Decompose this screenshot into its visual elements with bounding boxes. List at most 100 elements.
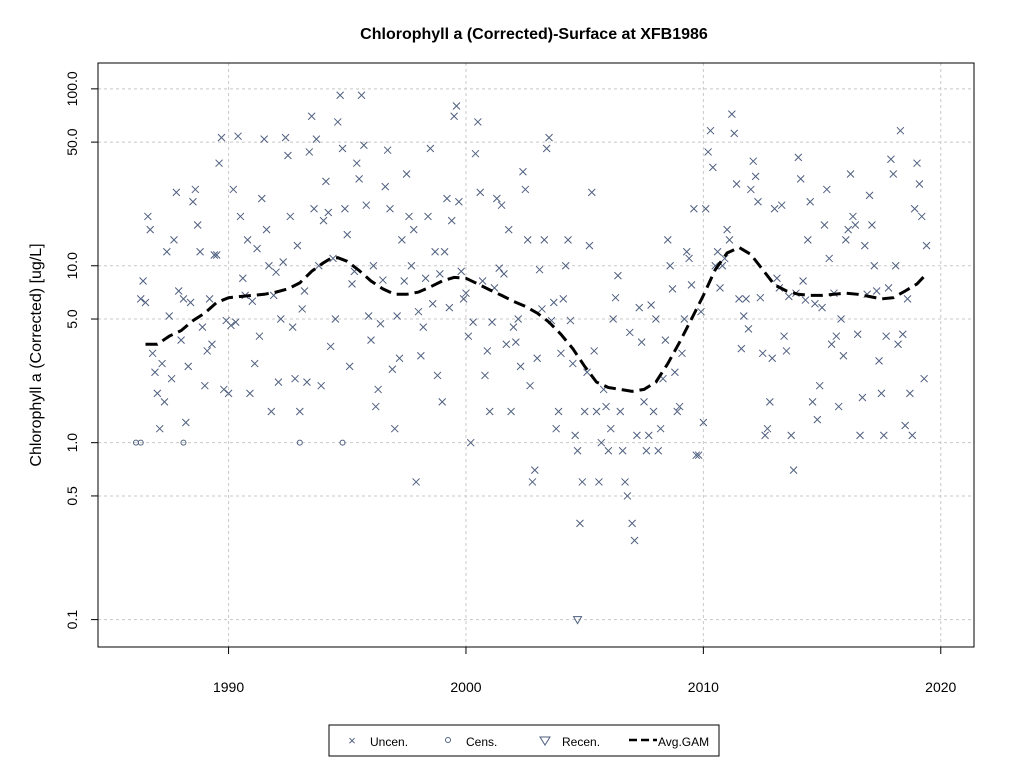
data-point-uncen — [606, 424, 615, 433]
x-tick-label: 2020 — [925, 679, 956, 695]
data-point-uncen — [227, 321, 235, 330]
data-point-uncen — [853, 330, 862, 339]
data-point-uncen — [160, 398, 169, 406]
data-point-uncen — [737, 344, 746, 353]
data-point-uncen — [763, 424, 772, 433]
data-point-uncen — [528, 478, 537, 486]
data-point-uncen — [224, 389, 233, 398]
data-point-uncen — [879, 431, 888, 440]
data-point-uncen — [274, 378, 283, 386]
data-point-uncen — [139, 277, 147, 285]
data-point-uncen — [419, 323, 428, 331]
data-point-uncen — [464, 332, 473, 341]
data-point-uncen — [803, 236, 812, 244]
data-point-uncen — [179, 295, 188, 303]
data-point-uncen — [530, 466, 539, 474]
data-point-uncen — [597, 438, 606, 447]
data-point-uncen — [466, 438, 475, 447]
data-point-uncen — [426, 144, 435, 153]
data-point-uncen — [906, 389, 914, 398]
data-point-uncen — [136, 295, 145, 303]
data-point-uncen — [189, 197, 197, 206]
data-point-uncen — [583, 368, 591, 377]
data-point-uncen — [540, 236, 549, 244]
data-point-cens — [296, 439, 303, 446]
data-point-uncen — [352, 159, 361, 168]
data-point-uncen — [635, 303, 644, 312]
data-point-uncen — [208, 340, 216, 349]
data-point-uncen — [754, 197, 762, 206]
data-point-uncen — [443, 194, 451, 203]
data-point-uncen — [409, 225, 418, 234]
data-point-uncen — [654, 446, 663, 455]
data-point-uncen — [590, 347, 599, 355]
data-point-uncen — [849, 212, 857, 221]
data-point-uncen — [381, 182, 390, 191]
data-point-uncen — [511, 338, 520, 347]
data-point-uncen — [295, 407, 304, 416]
data-point-uncen — [592, 407, 601, 416]
data-point-uncen — [621, 478, 629, 486]
data-point-uncen — [431, 247, 439, 256]
data-point-recen — [572, 616, 583, 625]
data-point-uncen — [144, 212, 152, 221]
data-point-uncen — [578, 478, 587, 486]
data-point-uncen — [151, 368, 159, 377]
data-point-uncen — [678, 349, 686, 358]
data-point-uncen — [656, 424, 665, 433]
data-point-uncen — [706, 126, 715, 135]
data-point-cens — [180, 439, 187, 446]
data-point-uncen — [447, 216, 456, 225]
data-point-uncen — [682, 247, 691, 256]
data-point-uncen — [822, 185, 831, 194]
data-point-uncen — [331, 315, 340, 323]
data-point-uncen — [483, 347, 492, 355]
data-point-uncen — [561, 261, 570, 270]
data-point-uncen — [219, 385, 228, 394]
data-point-uncen — [746, 185, 755, 194]
data-point-uncen — [839, 351, 848, 360]
data-point-uncen — [806, 197, 815, 206]
data-point-uncen — [521, 185, 530, 194]
data-point-uncen — [162, 247, 171, 256]
data-point-uncen — [808, 398, 817, 406]
data-point-uncen — [749, 157, 758, 166]
data-point-uncen — [181, 418, 190, 427]
data-point-uncen — [846, 170, 855, 178]
data-point-uncen — [246, 389, 254, 398]
data-point-uncen — [773, 274, 781, 283]
data-point-uncen — [815, 381, 824, 390]
data-point-uncen — [559, 295, 568, 303]
data-point-uncen — [732, 180, 741, 188]
data-point-uncen — [379, 276, 387, 284]
data-point-uncen — [908, 431, 917, 440]
data-point-uncen — [210, 251, 219, 259]
data-point-uncen — [198, 323, 207, 331]
data-point-uncen — [238, 274, 247, 283]
data-point-uncen — [300, 287, 309, 295]
data-point-uncen — [414, 307, 423, 316]
data-point-uncen — [545, 133, 553, 142]
data-point-uncen — [768, 354, 777, 363]
data-point-uncen — [291, 374, 299, 383]
data-point-uncen — [630, 536, 639, 545]
legend: × Uncen. Cens. Recen. Avg.GAM — [328, 724, 720, 757]
data-point-uncen — [184, 362, 193, 371]
data-point-uncen — [673, 407, 682, 416]
data-point-uncen — [360, 141, 368, 150]
data-point-uncen — [856, 431, 864, 440]
data-point-uncen — [725, 236, 734, 244]
data-point-uncen — [730, 129, 739, 138]
data-point-uncen — [628, 519, 636, 528]
data-point-uncen — [604, 446, 613, 455]
data-point-uncen — [913, 159, 921, 168]
data-point-uncen — [526, 381, 534, 390]
y-tick-label: 1.0 — [64, 433, 80, 453]
grid-lines — [98, 63, 974, 647]
data-point-uncen — [742, 295, 750, 303]
data-point-uncen — [440, 247, 449, 256]
data-point-uncen — [580, 407, 589, 416]
data-point-uncen — [398, 236, 406, 244]
data-point-uncen — [502, 340, 511, 349]
data-point-uncen — [889, 170, 898, 178]
